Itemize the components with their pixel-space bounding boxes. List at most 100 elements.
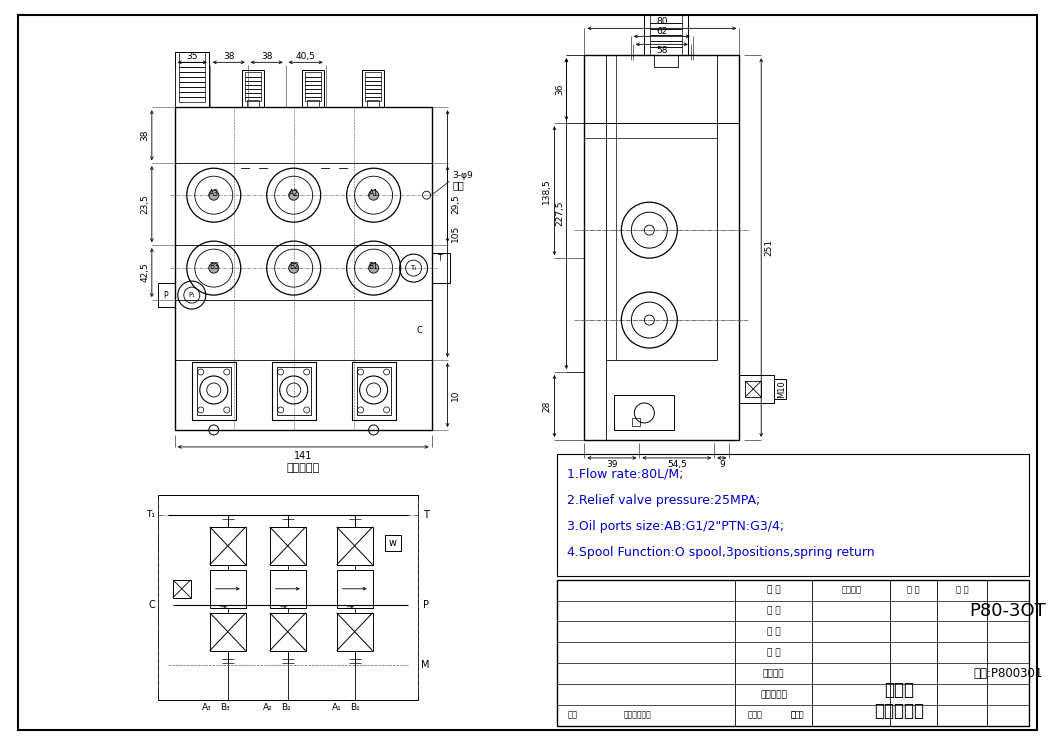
Bar — [305, 72, 320, 77]
Bar — [365, 93, 380, 98]
Text: 42,5: 42,5 — [140, 262, 150, 282]
Text: M10: M10 — [777, 380, 785, 398]
Bar — [650, 41, 682, 48]
Bar — [245, 93, 260, 98]
Bar — [336, 612, 373, 650]
Text: 校 对: 校 对 — [767, 648, 781, 657]
Text: A1: A1 — [369, 188, 378, 197]
Bar — [179, 82, 204, 87]
Bar — [305, 85, 320, 89]
Bar — [179, 92, 204, 98]
Text: M: M — [422, 660, 430, 670]
Text: 外型尺寸图: 外型尺寸图 — [875, 702, 924, 720]
Text: 标准化审查: 标准化审查 — [760, 690, 787, 699]
Circle shape — [289, 263, 298, 273]
Bar — [158, 495, 417, 700]
Bar — [558, 454, 1029, 576]
Bar — [362, 70, 384, 107]
Text: C: C — [416, 326, 423, 335]
Bar — [305, 81, 320, 85]
Bar — [644, 16, 688, 55]
Bar — [270, 570, 306, 608]
Bar — [179, 77, 204, 82]
Bar — [365, 81, 380, 85]
Bar — [210, 612, 246, 650]
Bar — [245, 98, 260, 101]
Bar — [352, 362, 395, 420]
Text: 138,5: 138,5 — [542, 178, 551, 203]
Text: P: P — [163, 291, 169, 299]
Text: 液压原理图: 液压原理图 — [287, 463, 319, 473]
Text: 描 图: 描 图 — [767, 627, 781, 636]
Bar — [745, 381, 761, 397]
Bar — [210, 570, 246, 608]
Text: 比 例: 比 例 — [956, 586, 969, 595]
Text: A₃: A₃ — [202, 703, 212, 712]
Bar — [270, 612, 306, 650]
Bar — [179, 52, 204, 63]
Bar — [385, 535, 401, 551]
Bar — [365, 85, 380, 89]
Text: P₁: P₁ — [189, 292, 195, 298]
Bar — [270, 527, 306, 565]
Text: 62: 62 — [657, 27, 667, 36]
Text: 批准: 批准 — [567, 711, 578, 720]
Text: C: C — [149, 600, 155, 609]
Text: B₃: B₃ — [220, 703, 230, 712]
Text: 10: 10 — [451, 389, 460, 401]
Text: 28: 28 — [542, 400, 551, 412]
Text: 制 图: 制 图 — [767, 606, 781, 615]
Text: 39: 39 — [606, 460, 618, 469]
Bar — [614, 395, 675, 430]
Text: 图幅编号: 图幅编号 — [841, 586, 861, 595]
Bar — [632, 418, 641, 426]
Text: P: P — [423, 600, 429, 609]
Text: 备 注: 备 注 — [790, 711, 803, 720]
Bar — [336, 570, 373, 608]
Bar — [650, 35, 682, 41]
Bar — [197, 367, 231, 415]
Text: 3-φ9: 3-φ9 — [452, 171, 473, 180]
Bar — [245, 81, 260, 85]
Text: B2: B2 — [289, 261, 298, 270]
Text: 58: 58 — [656, 46, 667, 55]
Bar — [245, 72, 260, 77]
Text: 105: 105 — [451, 224, 460, 242]
Text: 日期: 日期 — [790, 711, 800, 720]
Bar — [307, 101, 318, 107]
Text: T₁: T₁ — [410, 265, 417, 271]
Circle shape — [369, 263, 378, 273]
Text: T: T — [438, 253, 443, 263]
Text: B3: B3 — [209, 261, 219, 270]
Bar — [305, 77, 320, 81]
Circle shape — [209, 263, 219, 273]
Bar — [245, 85, 260, 89]
Text: A2: A2 — [289, 188, 298, 197]
Text: 36: 36 — [554, 83, 564, 95]
Bar — [179, 72, 204, 77]
Bar — [179, 87, 204, 92]
Bar — [584, 55, 739, 440]
Text: w: w — [389, 538, 396, 548]
Text: 技术文件编号: 技术文件编号 — [624, 711, 651, 720]
Bar — [336, 527, 373, 565]
Text: 38: 38 — [223, 52, 234, 61]
Text: 38: 38 — [140, 130, 150, 141]
Text: 1.Flow rate:80L/M;: 1.Flow rate:80L/M; — [567, 468, 684, 481]
Text: B1: B1 — [369, 261, 378, 270]
Circle shape — [289, 190, 298, 200]
Bar — [179, 67, 204, 72]
Text: 编号:P800301: 编号:P800301 — [973, 667, 1042, 680]
Text: 重 量: 重 量 — [907, 586, 920, 595]
Text: A3: A3 — [209, 188, 219, 197]
Bar — [655, 55, 679, 67]
Bar — [179, 98, 204, 102]
Bar — [365, 72, 380, 77]
Bar — [775, 379, 786, 399]
Bar — [179, 63, 204, 67]
Bar — [365, 77, 380, 81]
Bar — [365, 98, 380, 101]
Text: 29,5: 29,5 — [451, 194, 460, 214]
Text: T₁: T₁ — [145, 510, 155, 519]
Circle shape — [209, 190, 219, 200]
